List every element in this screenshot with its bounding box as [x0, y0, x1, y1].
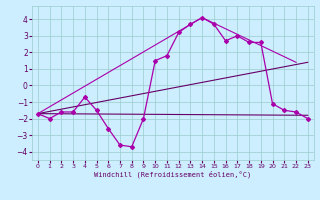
X-axis label: Windchill (Refroidissement éolien,°C): Windchill (Refroidissement éolien,°C) — [94, 171, 252, 178]
